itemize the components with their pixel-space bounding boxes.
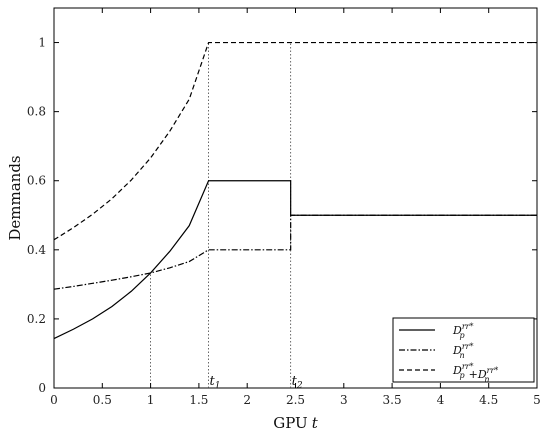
x-tick-label: 1.5 [189, 393, 208, 407]
y-axis-label: Demmands [6, 155, 24, 240]
y-tick-label: 0 [38, 381, 46, 395]
y-tick-label: 0.6 [27, 174, 46, 188]
reference-lines [150, 42, 292, 388]
x-tick-label: 3 [340, 393, 348, 407]
legend-entry-2: Drr* p +Drr* n [452, 362, 498, 384]
reference-label: t2 [292, 374, 303, 391]
y-tick-label: 1 [38, 36, 46, 50]
legend-entry-1: Drr* n [452, 342, 473, 360]
series-line-0 [53, 180, 537, 340]
x-tick-label: 1 [147, 393, 155, 407]
series-line-1 [53, 214, 537, 290]
annotations: t1 t2 [210, 374, 303, 391]
x-tick-label: 3.5 [383, 393, 402, 407]
x-tick-label: 0.5 [93, 393, 112, 407]
y-axis-ticks: 0 0.2 0.4 0.6 0.8 1 [27, 36, 537, 395]
y-tick-label: 0.8 [27, 105, 46, 119]
x-axis-label: GPU t [273, 414, 318, 432]
x-tick-label: 4.5 [479, 393, 498, 407]
series-group [53, 41, 537, 340]
y-tick-label: 0.2 [27, 312, 46, 326]
x-tick-label: 2 [243, 393, 251, 407]
x-tick-label: 5 [533, 393, 541, 407]
reference-label: t1 [210, 374, 221, 391]
y-tick-label: 0.4 [27, 243, 46, 257]
series-line-2 [53, 41, 537, 241]
x-tick-label: 2.5 [286, 393, 305, 407]
x-axis-ticks: 0 0.5 1 1.5 2 2.5 3 3.5 4 4.5 5 [50, 8, 541, 407]
x-tick-label: 4 [437, 393, 445, 407]
legend-entry-0: Drr* p [452, 322, 473, 340]
legend: Drr* p Drr* n Drr* p +Drr* n [392, 317, 535, 384]
x-tick-label: 0 [50, 393, 58, 407]
